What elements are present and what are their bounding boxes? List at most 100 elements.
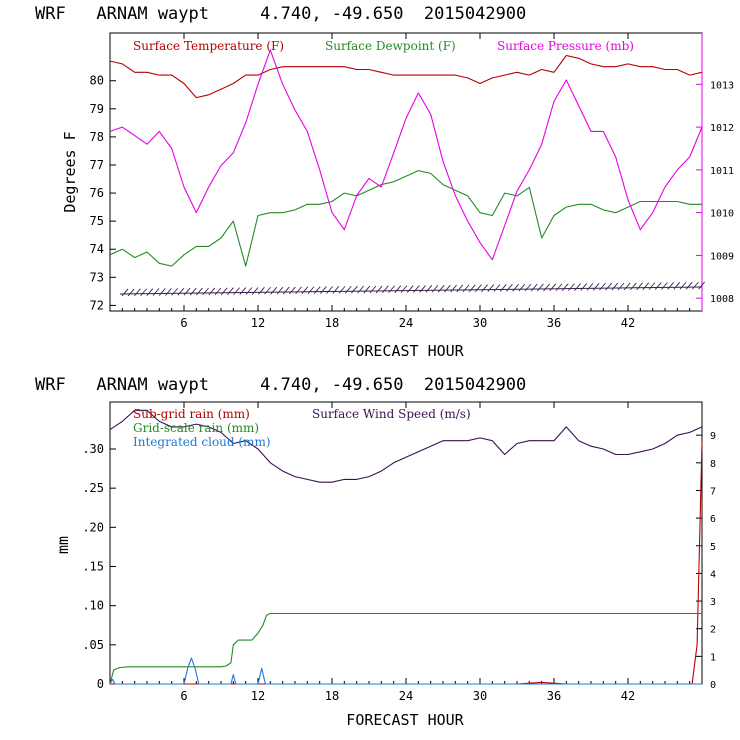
wind-barb — [357, 285, 364, 294]
legend-integrated-cloud: Integrated cloud (mm) — [133, 435, 271, 449]
wind-barb — [258, 287, 265, 295]
x-tick-label: 6 — [180, 689, 187, 703]
wind-barb — [214, 287, 222, 296]
wind-barb — [444, 284, 451, 293]
wind-barb — [282, 286, 290, 295]
wind-barbs — [119, 281, 705, 297]
series-surface-temperature-f — [109, 54, 703, 99]
temperature-xaxis-label: FORECAST HOUR — [346, 342, 464, 360]
y-tick-label: .30 — [82, 442, 104, 456]
x-tick-label: 36 — [547, 689, 561, 703]
wind-barb — [431, 284, 439, 293]
wind-barb — [456, 284, 464, 293]
wind-barb — [158, 288, 166, 296]
wind-barb — [450, 284, 457, 293]
series-integrated-cloud-mm — [109, 657, 702, 685]
wind-barb — [146, 288, 154, 296]
wind-barb — [227, 287, 234, 296]
temperature-panel: WRF ARNAM waypt 4.740, -49.650 201504290… — [35, 4, 734, 360]
wind-barb — [289, 286, 296, 295]
wind-barb — [307, 286, 315, 295]
series-surface-dewpoint-f — [109, 170, 702, 267]
wind-barb — [196, 287, 203, 296]
wind-barb — [375, 285, 383, 294]
series-surface-wind-speed-m-s — [109, 409, 703, 483]
wind-barb — [369, 285, 377, 294]
y2-tick-label: 0 — [710, 680, 716, 691]
x-tick-label: 30 — [473, 689, 487, 703]
wind-barb — [425, 285, 433, 293]
y-tick-label: 73 — [90, 270, 104, 284]
wind-barb — [127, 288, 135, 297]
precipitation-yaxis-label: mm — [54, 536, 72, 554]
precipitation-xaxis-label: FORECAST HOUR — [346, 711, 464, 729]
x-tick-label: 36 — [547, 316, 561, 330]
wind-barb — [437, 284, 445, 293]
temperature-yaxis-label: Degrees F — [61, 131, 79, 212]
y-tick-label: 0 — [97, 677, 104, 691]
y-tick-label: 79 — [90, 102, 104, 116]
y2-tick-label: 2 — [710, 625, 716, 636]
legend-surface-wind-speed: Surface Wind Speed (m/s) — [312, 407, 471, 421]
wind-barb — [239, 287, 247, 295]
wind-barb — [245, 287, 253, 295]
y-tick-label: .25 — [82, 481, 104, 495]
x-tick-label: 24 — [399, 689, 413, 703]
wind-barb — [413, 285, 420, 293]
wind-barb — [530, 283, 538, 292]
x-tick-label: 18 — [325, 316, 339, 330]
x-tick-label: 12 — [251, 689, 265, 703]
legend-grid-scale-rain: Grid-scale rain (mm) — [133, 421, 259, 435]
wind-barb — [574, 283, 581, 291]
wind-barb — [183, 287, 191, 296]
x-tick-label: 42 — [621, 689, 635, 703]
y2-tick-label: 1009 — [710, 251, 734, 262]
precipitation-panel: WRF ARNAM waypt 4.740, -49.650 201504290… — [35, 375, 716, 729]
wind-barb — [363, 285, 371, 294]
series-grid-scale-rain-mm — [109, 612, 702, 685]
temperature-panel-title: WRF ARNAM waypt 4.740, -49.650 201504290… — [35, 4, 526, 24]
wind-barb — [611, 282, 619, 291]
x-tick-label: 18 — [325, 689, 339, 703]
wind-barb — [679, 281, 687, 290]
wind-barb — [692, 281, 699, 290]
wind-barb — [512, 283, 519, 292]
y2-tick-label: 3 — [710, 597, 716, 608]
wind-barb — [134, 288, 141, 297]
wind-barb — [189, 287, 197, 296]
wind-barb — [475, 284, 482, 293]
wind-barb — [406, 285, 414, 293]
x-tick-label: 12 — [251, 316, 265, 330]
wind-barb — [202, 287, 209, 296]
y-tick-label: 74 — [90, 242, 104, 256]
y-tick-label: 75 — [90, 214, 104, 228]
y-tick-label: .20 — [82, 520, 104, 534]
wind-barb — [642, 282, 650, 291]
wind-barb — [487, 284, 495, 292]
wind-barb — [493, 284, 501, 292]
wind-barb — [320, 286, 327, 294]
y2-tick-label: 1010 — [710, 209, 734, 220]
wind-barb — [481, 284, 488, 292]
legend-surface-dewpoint: Surface Dewpoint (F) — [325, 39, 456, 53]
wind-barb — [685, 281, 693, 290]
legend-sub-grid-rain: Sub-grid rain (mm) — [133, 407, 250, 421]
y-tick-label: 78 — [90, 130, 104, 144]
y-tick-label: 72 — [90, 298, 104, 312]
y-tick-label: .05 — [82, 638, 104, 652]
wind-barb — [295, 286, 302, 295]
y2-tick-label: 7 — [710, 486, 716, 497]
precipitation-legend: Sub-grid rain (mm) Surface Wind Speed (m… — [133, 407, 471, 449]
wind-barb — [276, 286, 284, 295]
wind-barb — [561, 283, 569, 291]
wind-barb — [270, 286, 278, 295]
wind-barb — [667, 282, 674, 290]
wind-barb — [400, 285, 408, 293]
wind-barb — [617, 282, 625, 291]
precipitation-panel-series — [109, 409, 703, 685]
y-tick-label: .15 — [82, 560, 104, 574]
temperature-panel-ticks: 6 12 18 24 30 36 42 72 73 74 75 76 77 78 79 80 1008 1009 1… — [90, 33, 734, 330]
wind-barb — [549, 283, 557, 292]
